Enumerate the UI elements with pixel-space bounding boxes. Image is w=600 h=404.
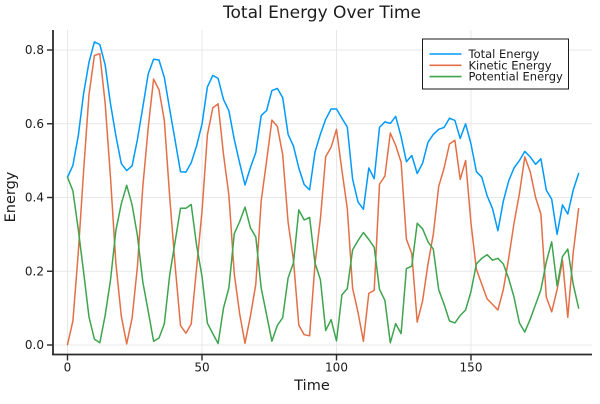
series-line-total-energy: [66, 41, 580, 236]
series-line-potential-energy: [66, 176, 580, 345]
y-tick-label: 0.6: [25, 117, 44, 131]
legend-label: Potential Energy: [469, 70, 563, 84]
x-tick-label: 100: [325, 361, 348, 375]
x-axis-label: Time: [293, 378, 330, 394]
series-lines: [66, 41, 580, 346]
y-tick-label: 0.4: [25, 191, 44, 205]
legend-box: [422, 38, 569, 90]
x-tick-label: 0: [64, 361, 72, 375]
series-line-kinetic-energy: [66, 52, 580, 346]
y-tick-label: 0.0: [25, 338, 44, 352]
x-tick-label: 150: [460, 361, 483, 375]
y-axis-label: Energy: [3, 171, 19, 222]
legend-label: Kinetic Energy: [469, 58, 552, 72]
chart-title: Total Energy Over Time: [222, 3, 421, 23]
tick-labels: 0 50 100 150 0.0 0.2 0.4 0.6 0.8: [25, 43, 483, 375]
y-tick-label: 0.2: [25, 264, 44, 278]
legend-label: Total Energy: [468, 47, 540, 61]
y-tick-label: 0.8: [25, 43, 44, 57]
axes: [47, 30, 592, 361]
x-tick-label: 50: [194, 361, 209, 375]
